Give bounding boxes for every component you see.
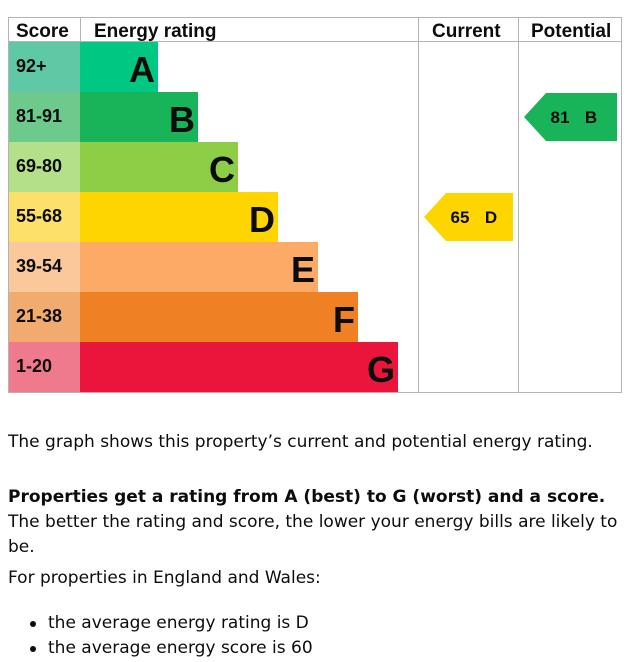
rating-letter-c: C xyxy=(209,149,235,190)
regions-note: For properties in England and Wales: xyxy=(8,568,321,588)
rating-explanation: Properties get a rating from A (best) to… xyxy=(8,485,621,560)
averages-list: the average energy rating is D the avera… xyxy=(8,611,621,661)
current-rating-score: 65 xyxy=(451,208,470,227)
average-score-item: the average energy score is 60 xyxy=(8,636,621,661)
score-cell-f xyxy=(8,292,80,342)
score-range-e: 39-54 xyxy=(16,256,62,276)
score-range-f: 21-38 xyxy=(16,306,62,326)
score-cell-e xyxy=(8,242,80,292)
rating-letter-g: G xyxy=(367,349,395,390)
current-rating-letter: D xyxy=(485,208,497,227)
score-range-b: 81-91 xyxy=(16,106,62,126)
current-rating-arrow xyxy=(424,193,513,241)
rating-letter-a: A xyxy=(129,49,155,90)
score-range-g: 1-20 xyxy=(16,356,52,376)
score-cell-a xyxy=(8,42,80,92)
rating-bar-c xyxy=(80,142,238,192)
score-cell-b xyxy=(8,92,80,142)
header-potential: Potential xyxy=(531,21,611,42)
score-range-d: 55-68 xyxy=(16,206,62,226)
header-energy-rating: Energy rating xyxy=(94,21,216,42)
rating-bar-f xyxy=(80,292,358,342)
rating-explanation-rest: The better the rating and score, the low… xyxy=(8,512,618,557)
potential-rating-arrow xyxy=(524,93,617,141)
score-cell-d xyxy=(8,192,80,242)
header-current: Current xyxy=(432,21,501,42)
rating-letter-b: B xyxy=(169,99,195,140)
rating-bar-g xyxy=(80,342,398,392)
average-rating-item: the average energy rating is D xyxy=(8,611,621,636)
rating-letter-e: E xyxy=(291,249,315,290)
score-cell-c xyxy=(8,142,80,192)
rating-letter-d: D xyxy=(249,199,275,240)
potential-rating-score: 81 xyxy=(551,108,570,127)
rating-letter-f: F xyxy=(333,299,355,340)
score-range-a: 92+ xyxy=(16,56,47,76)
energy-rating-chart: Score Energy rating Current Potential 92+ A 81… xyxy=(8,17,622,393)
rating-bar-d xyxy=(80,192,278,242)
rating-bar-e xyxy=(80,242,318,292)
score-range-c: 69-80 xyxy=(16,156,62,176)
chart-description: The graph shows this property’s current … xyxy=(8,432,593,452)
rating-bar-a xyxy=(80,42,158,92)
score-cell-g xyxy=(8,342,80,392)
potential-rating-letter: B xyxy=(585,108,597,127)
rating-explanation-bold: Properties get a rating from A (best) to… xyxy=(8,487,606,507)
header-score: Score xyxy=(16,21,69,42)
rating-bar-b xyxy=(80,92,198,142)
